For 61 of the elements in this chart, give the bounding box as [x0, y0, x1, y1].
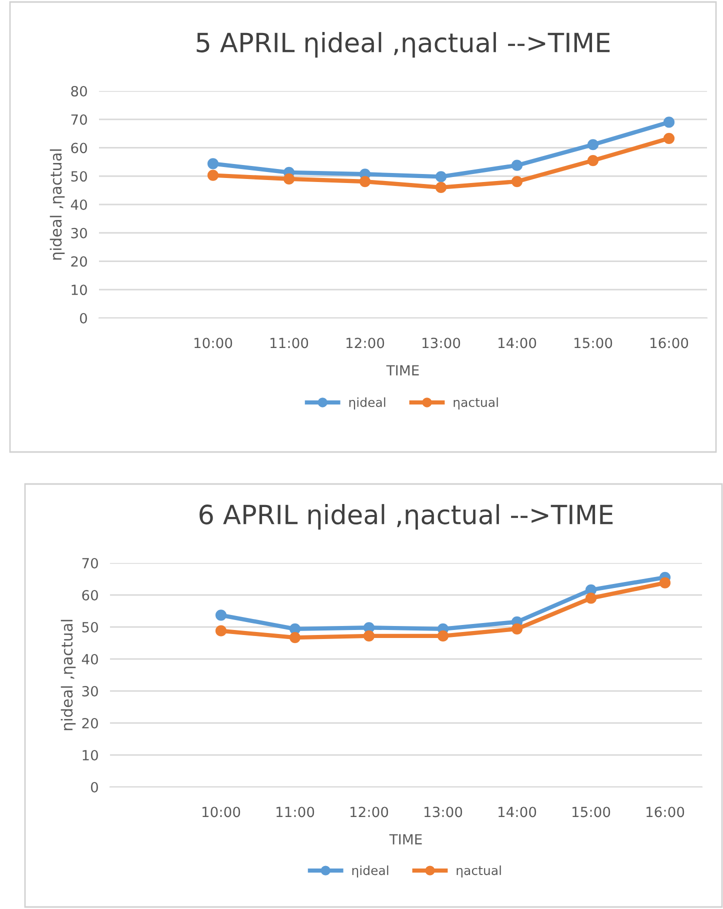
point	[363, 630, 375, 642]
point	[437, 630, 449, 642]
x-tick-label: 15:00	[574, 338, 612, 348]
point	[659, 577, 671, 588]
y-tick-label: 20	[82, 718, 98, 728]
legend-label: ηideal	[352, 865, 388, 878]
y-tick-label: 70	[82, 558, 98, 568]
chart-title: 5 APRIL ηideal ,ηactual -->TIME	[196, 32, 610, 58]
y-tick-label: 0	[80, 312, 87, 324]
y-tick-label: 20	[71, 256, 87, 267]
x-tick-label: 12:00	[346, 338, 384, 348]
point	[511, 623, 523, 634]
y-tick-label: 40	[82, 654, 98, 664]
x-tick-label: 13:00	[424, 806, 462, 818]
legend-label: ηactual	[456, 865, 501, 878]
point	[435, 171, 447, 182]
y-tick-label: 60	[82, 590, 98, 600]
point	[511, 176, 523, 188]
x-tick-label: 14:00	[498, 338, 536, 348]
x-tick-label: 11:00	[270, 338, 308, 348]
x-tick-label: 13:00	[422, 338, 460, 348]
point	[587, 139, 599, 150]
y-tick-label: 40	[70, 199, 87, 210]
y-axis-title: ηideal ,ηactual	[60, 620, 76, 730]
y-axis-title: ηideal ,ηactual	[50, 149, 65, 260]
chart-title: 6 APRIL ηideal ,ηactual -->TIME	[200, 504, 613, 530]
x-tick-label: 15:00	[572, 806, 610, 818]
y-tick-label: 30	[71, 228, 87, 238]
y-tick-label: 70	[71, 114, 87, 125]
point	[435, 182, 447, 194]
legend-label: ηideal	[349, 397, 386, 410]
x-axis-title: TIME	[389, 834, 422, 844]
y-tick-label: 60	[71, 142, 87, 154]
y-tick-label: 30	[82, 686, 98, 696]
point	[215, 610, 227, 621]
y-tick-label: 0	[90, 782, 98, 792]
y-tick-label: 10	[72, 284, 87, 296]
x-tick-label: 10:00	[202, 806, 240, 818]
y-tick-label: 10	[82, 750, 98, 760]
y-tick-label: 50	[82, 622, 98, 632]
x-axis-title: TIME	[386, 365, 419, 376]
x-tick-label: 16:00	[646, 806, 684, 818]
point	[207, 158, 219, 170]
point	[359, 176, 371, 188]
point	[663, 116, 675, 128]
point	[587, 154, 599, 166]
y-tick-label: 80	[71, 86, 87, 96]
point	[215, 625, 227, 636]
x-tick-label: 11:00	[276, 806, 314, 818]
x-tick-label: 16:00	[650, 338, 688, 348]
legend-label: ηactual	[454, 397, 498, 410]
point	[511, 160, 523, 171]
y-tick-label: 50	[71, 171, 87, 182]
x-tick-label: 14:00	[498, 806, 536, 818]
point	[283, 173, 295, 185]
point	[585, 592, 597, 604]
point	[289, 632, 301, 644]
x-tick-label: 12:00	[350, 806, 388, 818]
point	[663, 132, 675, 144]
x-tick-label: 10:00	[194, 338, 232, 348]
point	[207, 170, 219, 181]
